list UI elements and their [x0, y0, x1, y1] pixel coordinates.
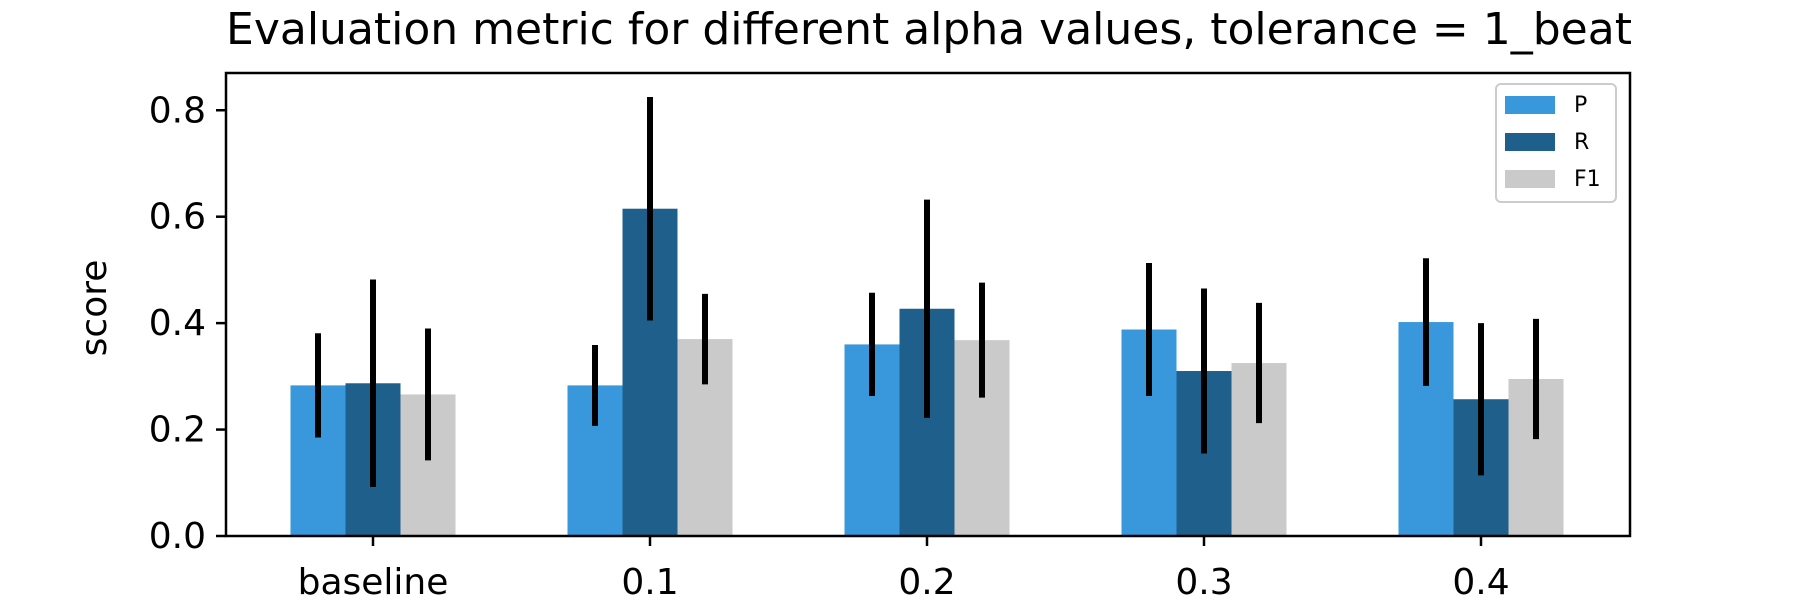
- error-bars-layer: [315, 96, 1539, 488]
- y-tick-label: 0.0: [149, 516, 206, 557]
- y-tick-label: 0.6: [149, 197, 206, 238]
- x-tick-label: baseline: [298, 562, 449, 600]
- legend-swatch-r: [1505, 133, 1555, 151]
- x-tick-label: 0.4: [1452, 562, 1509, 600]
- x-tick-label: 0.1: [621, 562, 678, 600]
- y-axis-label: score: [74, 260, 115, 357]
- chart-title: Evaluation metric for different alpha va…: [226, 4, 1632, 55]
- x-tick-label: 0.3: [1175, 562, 1232, 600]
- y-tick-label: 0.8: [149, 90, 206, 131]
- legend-swatch-f1: [1505, 170, 1555, 188]
- bars-layer: [290, 208, 1564, 536]
- legend-label-f1: F1: [1574, 167, 1601, 192]
- y-tick-label: 0.4: [149, 303, 206, 344]
- legend: PR F1: [1495, 83, 1617, 203]
- x-axis: baseline 0.1 0.2 0.3 0.4: [298, 536, 1510, 600]
- legend-label-p: P: [1574, 93, 1587, 118]
- legend-label-r: R: [1574, 130, 1589, 155]
- x-tick-label: 0.2: [898, 562, 955, 600]
- legend-swatch-p: [1505, 96, 1555, 114]
- y-tick-label: 0.2: [149, 410, 206, 451]
- y-axis: 0.0 0.2 0.4 0.6 0.8: [149, 90, 226, 557]
